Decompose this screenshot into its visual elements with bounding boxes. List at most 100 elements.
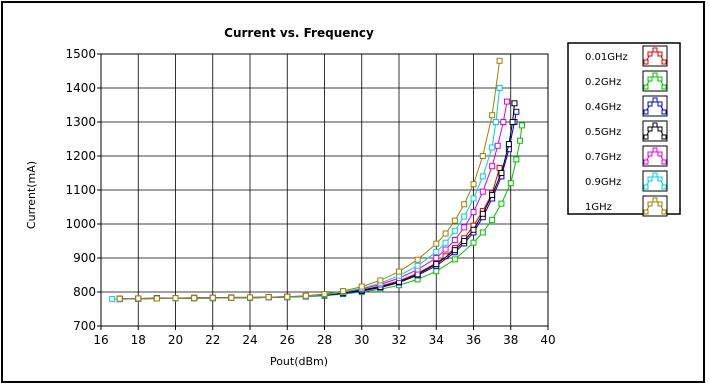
data-point bbox=[377, 277, 384, 284]
data-point bbox=[461, 224, 468, 231]
series-group bbox=[109, 57, 525, 303]
data-point bbox=[461, 201, 468, 208]
series-0.4GHz bbox=[116, 108, 520, 303]
legend-marker bbox=[657, 176, 663, 182]
data-point bbox=[489, 216, 496, 223]
series-0.5GHz bbox=[116, 100, 518, 302]
legend-marker bbox=[657, 76, 663, 82]
series-0.9GHz bbox=[109, 85, 503, 303]
x-axis-label: Pout(dBm) bbox=[270, 355, 328, 368]
data-point bbox=[470, 209, 477, 216]
chart: Current vs. Frequency 16 18 20 22 24 26 28 30 32… bbox=[25, 26, 681, 368]
data-point bbox=[396, 268, 402, 275]
data-point bbox=[433, 248, 440, 255]
x-tick-label: 20 bbox=[168, 333, 183, 347]
legend-marker bbox=[652, 47, 658, 53]
legend-label: 1GHz bbox=[585, 202, 612, 213]
legend-label: 0.7GHz bbox=[585, 152, 621, 163]
legend-marker bbox=[643, 84, 649, 90]
series-line bbox=[119, 111, 517, 300]
legend-marker bbox=[643, 59, 649, 65]
data-point bbox=[433, 268, 440, 275]
data-point bbox=[517, 137, 524, 144]
data-point bbox=[116, 295, 123, 302]
chart-title: Current vs. Frequency bbox=[224, 26, 374, 40]
data-point bbox=[513, 108, 520, 115]
legend-marker bbox=[652, 72, 658, 78]
data-point bbox=[489, 163, 496, 170]
legend: 0.01GHz 0.2GHz 0.4GHz 0.5GHz 0.7GHz 0.9GHz 1GH… bbox=[567, 42, 681, 217]
data-point bbox=[479, 188, 486, 195]
legend-swatch bbox=[642, 45, 668, 67]
legend-marker bbox=[657, 101, 663, 107]
data-point bbox=[451, 256, 458, 263]
x-tick-label: 26 bbox=[280, 333, 295, 347]
legend-marker bbox=[643, 109, 649, 115]
x-tick-label: 30 bbox=[354, 333, 369, 347]
data-point bbox=[109, 296, 116, 303]
legend-marker bbox=[661, 109, 667, 115]
legend-marker bbox=[652, 197, 658, 203]
data-point bbox=[479, 210, 486, 217]
legend-marker bbox=[652, 122, 658, 128]
data-point bbox=[507, 180, 514, 187]
series-1GHz bbox=[116, 57, 503, 302]
legend-marker bbox=[657, 201, 663, 207]
data-point bbox=[433, 240, 440, 247]
data-point bbox=[479, 229, 486, 236]
data-point bbox=[153, 295, 160, 302]
legend-marker bbox=[661, 209, 667, 215]
data-point bbox=[172, 295, 179, 302]
data-point bbox=[479, 173, 486, 180]
legend-marker bbox=[643, 209, 649, 215]
x-tick-label: 22 bbox=[205, 333, 220, 347]
series-line bbox=[119, 103, 515, 300]
x-tick-label: 18 bbox=[131, 333, 146, 347]
legend-marker bbox=[647, 101, 653, 107]
legend-swatch bbox=[642, 170, 668, 192]
legend-marker bbox=[643, 134, 649, 140]
data-point bbox=[511, 100, 518, 107]
legend-label: 0.5GHz bbox=[585, 127, 621, 138]
legend-marker bbox=[647, 76, 653, 82]
legend-swatch bbox=[642, 120, 668, 142]
y-tick-label: 900 bbox=[73, 251, 96, 265]
data-point bbox=[461, 213, 468, 220]
y-axis-label: Current(mA) bbox=[25, 161, 38, 229]
legend-swatch bbox=[642, 195, 668, 217]
legend-label: 0.2GHz bbox=[585, 77, 621, 88]
data-point bbox=[489, 192, 496, 199]
x-tick-label: 28 bbox=[317, 333, 332, 347]
data-point bbox=[265, 294, 272, 301]
data-point bbox=[209, 294, 216, 301]
data-point bbox=[284, 293, 291, 300]
legend-label: 0.01GHz bbox=[585, 52, 628, 63]
data-point bbox=[135, 295, 142, 302]
data-point bbox=[496, 57, 503, 64]
y-axis: 700 800 900 1000 1100 1200 1300 1400 1500 bbox=[65, 47, 101, 333]
data-point bbox=[489, 144, 496, 151]
legend-marker bbox=[652, 97, 658, 103]
y-tick-label: 800 bbox=[73, 285, 96, 299]
data-point bbox=[461, 238, 468, 244]
legend-label: 0.9GHz bbox=[585, 177, 621, 188]
y-tick-label: 1200 bbox=[65, 149, 96, 163]
data-point bbox=[247, 294, 253, 301]
data-point bbox=[191, 295, 198, 302]
data-point bbox=[451, 217, 458, 224]
chart-frame: Current vs. Frequency 16 18 20 22 24 26 28 30 32… bbox=[1, 1, 705, 383]
y-tick-label: 1300 bbox=[65, 115, 96, 129]
data-point bbox=[340, 287, 347, 294]
series-line bbox=[119, 60, 501, 300]
legend-marker bbox=[661, 84, 667, 90]
data-point bbox=[494, 142, 501, 149]
legend-marker bbox=[661, 59, 667, 65]
y-tick-label: 1500 bbox=[65, 47, 96, 61]
legend-marker bbox=[657, 126, 663, 132]
x-tick-label: 24 bbox=[242, 333, 257, 347]
legend-marker bbox=[647, 151, 653, 157]
data-point bbox=[479, 153, 486, 159]
data-point bbox=[414, 271, 421, 278]
x-tick-label: 40 bbox=[540, 333, 555, 347]
data-point bbox=[442, 239, 449, 246]
